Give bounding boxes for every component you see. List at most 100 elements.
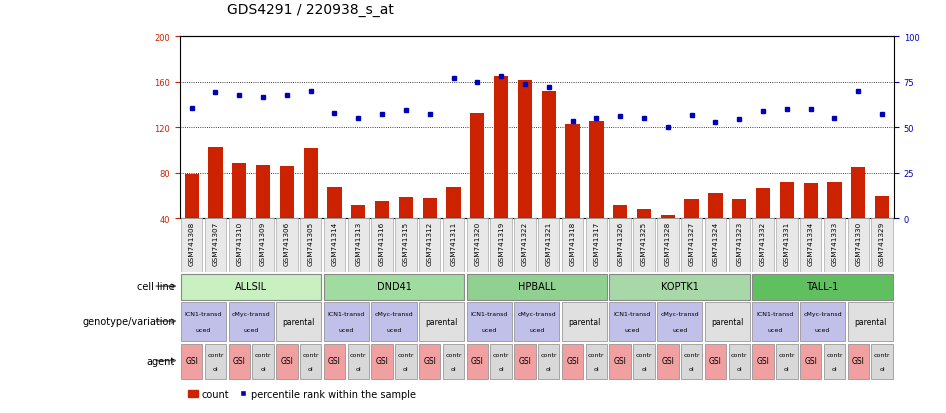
FancyBboxPatch shape	[443, 344, 464, 379]
Text: GSM741311: GSM741311	[450, 221, 457, 266]
Text: contr: contr	[350, 352, 366, 357]
Text: GSM741315: GSM741315	[403, 221, 409, 266]
FancyBboxPatch shape	[395, 219, 416, 273]
Text: ol: ol	[450, 366, 456, 371]
FancyBboxPatch shape	[562, 303, 607, 342]
Text: GSM741331: GSM741331	[784, 221, 790, 266]
Text: GSM741319: GSM741319	[499, 221, 504, 266]
Text: agent: agent	[147, 356, 175, 366]
Text: ol: ol	[736, 366, 742, 371]
Text: GSM741306: GSM741306	[284, 221, 289, 266]
FancyBboxPatch shape	[800, 219, 821, 273]
Text: GSI: GSI	[614, 356, 626, 365]
FancyBboxPatch shape	[776, 344, 797, 379]
FancyBboxPatch shape	[609, 274, 750, 300]
FancyBboxPatch shape	[347, 219, 369, 273]
Text: HPBALL: HPBALL	[518, 282, 555, 292]
FancyBboxPatch shape	[800, 303, 845, 342]
Bar	[828, 183, 842, 219]
Text: ol: ol	[832, 366, 837, 371]
Text: contr: contr	[254, 352, 272, 357]
FancyBboxPatch shape	[515, 344, 535, 379]
FancyBboxPatch shape	[181, 274, 322, 300]
Text: GSM741313: GSM741313	[356, 221, 361, 266]
Text: ALLSIL: ALLSIL	[236, 282, 267, 292]
Text: contr: contr	[731, 352, 747, 357]
FancyBboxPatch shape	[229, 219, 250, 273]
FancyBboxPatch shape	[752, 219, 774, 273]
FancyBboxPatch shape	[681, 219, 702, 273]
Text: GSM741326: GSM741326	[617, 221, 623, 266]
FancyBboxPatch shape	[657, 344, 678, 379]
Text: GSM741328: GSM741328	[665, 221, 671, 266]
Text: uced: uced	[386, 327, 402, 332]
Bar	[613, 205, 627, 219]
Text: cMyc-transd: cMyc-transd	[375, 311, 413, 316]
FancyBboxPatch shape	[419, 219, 441, 273]
FancyBboxPatch shape	[586, 344, 607, 379]
FancyBboxPatch shape	[466, 344, 488, 379]
FancyBboxPatch shape	[372, 344, 393, 379]
FancyBboxPatch shape	[728, 219, 750, 273]
Text: GSM741316: GSM741316	[379, 221, 385, 266]
Text: cMyc-transd: cMyc-transd	[660, 311, 699, 316]
FancyBboxPatch shape	[419, 344, 441, 379]
Text: uced: uced	[339, 327, 354, 332]
Text: cell line: cell line	[137, 282, 175, 292]
Bar	[756, 188, 770, 219]
FancyBboxPatch shape	[466, 219, 488, 273]
Text: ICN1-transd: ICN1-transd	[613, 311, 651, 316]
Text: genotype/variation: genotype/variation	[82, 316, 175, 326]
Text: GSM741327: GSM741327	[689, 221, 694, 266]
Text: GSM741334: GSM741334	[808, 221, 814, 266]
Text: GSI: GSI	[757, 356, 769, 365]
FancyBboxPatch shape	[253, 219, 273, 273]
Text: GSI: GSI	[804, 356, 817, 365]
Text: GSI: GSI	[328, 356, 341, 365]
Text: contr: contr	[588, 352, 604, 357]
Bar	[780, 183, 794, 219]
Text: ol: ol	[689, 366, 694, 371]
FancyBboxPatch shape	[871, 219, 893, 273]
Bar	[732, 199, 746, 219]
Text: ol: ol	[260, 366, 266, 371]
Text: ol: ol	[784, 366, 790, 371]
Bar	[709, 194, 723, 219]
FancyBboxPatch shape	[372, 303, 416, 342]
Bar	[517, 80, 532, 219]
FancyBboxPatch shape	[705, 219, 727, 273]
FancyBboxPatch shape	[253, 344, 273, 379]
Text: GSM741305: GSM741305	[307, 221, 314, 266]
Bar	[470, 113, 484, 219]
Text: uced: uced	[196, 327, 211, 332]
FancyBboxPatch shape	[824, 219, 845, 273]
Text: ICN1-transd: ICN1-transd	[184, 311, 222, 316]
FancyBboxPatch shape	[609, 219, 631, 273]
Text: ol: ol	[593, 366, 599, 371]
FancyBboxPatch shape	[633, 344, 655, 379]
FancyBboxPatch shape	[395, 344, 416, 379]
FancyBboxPatch shape	[300, 219, 322, 273]
Text: uced: uced	[624, 327, 639, 332]
Bar	[685, 199, 699, 219]
FancyBboxPatch shape	[372, 219, 393, 273]
FancyBboxPatch shape	[181, 344, 202, 379]
Text: GSI: GSI	[233, 356, 246, 365]
FancyBboxPatch shape	[515, 219, 535, 273]
Text: ol: ol	[546, 366, 552, 371]
Text: contr: contr	[397, 352, 414, 357]
FancyBboxPatch shape	[515, 303, 559, 342]
Text: TALL-1: TALL-1	[806, 282, 839, 292]
Bar	[327, 187, 342, 219]
Text: parental: parental	[711, 317, 744, 326]
FancyBboxPatch shape	[824, 344, 845, 379]
Text: GSI: GSI	[280, 356, 293, 365]
Bar	[660, 216, 674, 219]
FancyBboxPatch shape	[871, 344, 893, 379]
Text: ol: ol	[213, 366, 219, 371]
Text: uced: uced	[529, 327, 545, 332]
Text: GSM741324: GSM741324	[712, 221, 718, 266]
Bar	[304, 148, 318, 219]
Text: GSI: GSI	[709, 356, 722, 365]
FancyBboxPatch shape	[229, 344, 250, 379]
